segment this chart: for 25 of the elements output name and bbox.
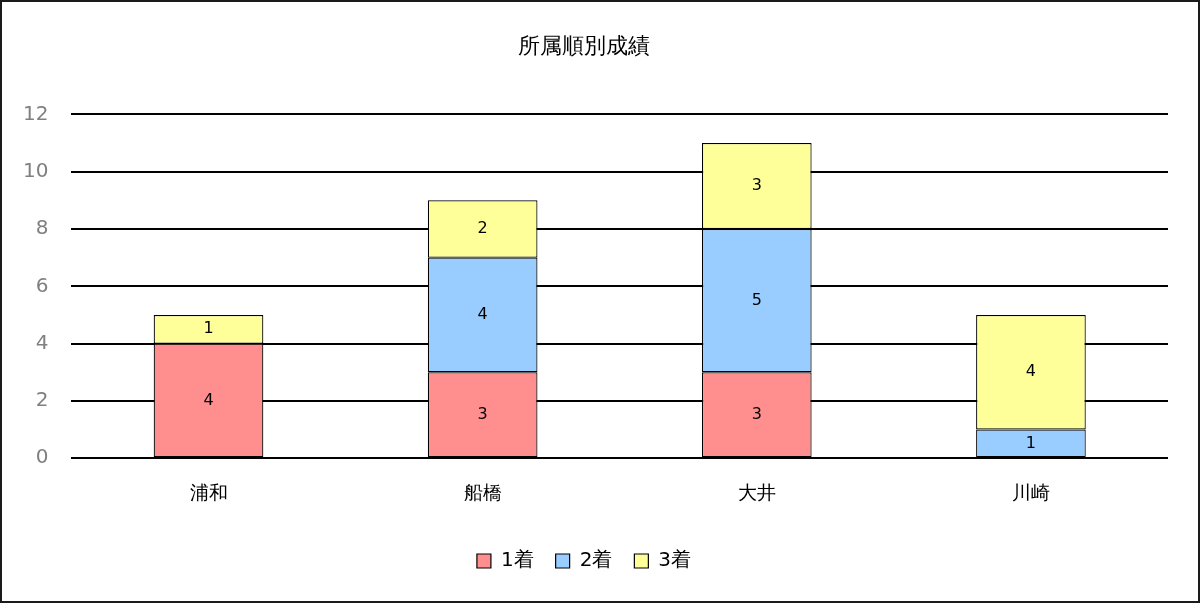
chart-title: 所属順別成績 bbox=[518, 32, 650, 58]
legend-label: 2着 bbox=[579, 547, 613, 572]
x-tick-label: 大井 bbox=[737, 480, 776, 503]
legend-label: 1着 bbox=[500, 547, 534, 572]
y-tick-label: 12 bbox=[23, 100, 49, 125]
y-tick-label: 4 bbox=[35, 329, 49, 354]
data-label: 4 bbox=[203, 389, 214, 409]
y-tick-label: 10 bbox=[23, 157, 49, 182]
data-label: 2 bbox=[477, 218, 488, 238]
x-tick-label: 船橋 bbox=[463, 480, 502, 503]
data-label: 1 bbox=[1025, 432, 1037, 452]
x-tick-label: 川崎 bbox=[1011, 480, 1050, 503]
y-tick-label: 8 bbox=[35, 215, 49, 240]
data-label: 5 bbox=[751, 289, 762, 309]
data-label: 4 bbox=[1025, 361, 1037, 381]
legend-label: 3着 bbox=[658, 547, 692, 572]
data-label: 3 bbox=[751, 175, 762, 195]
data-label: 3 bbox=[751, 403, 762, 423]
data-label: 3 bbox=[477, 403, 488, 423]
x-tick-label: 浦和 bbox=[189, 480, 228, 503]
y-tick-label: 2 bbox=[35, 387, 49, 412]
data-label: 4 bbox=[477, 304, 488, 324]
data-label: 1 bbox=[203, 318, 214, 338]
y-tick-label: 6 bbox=[35, 272, 49, 297]
y-tick-label: 0 bbox=[35, 444, 49, 469]
